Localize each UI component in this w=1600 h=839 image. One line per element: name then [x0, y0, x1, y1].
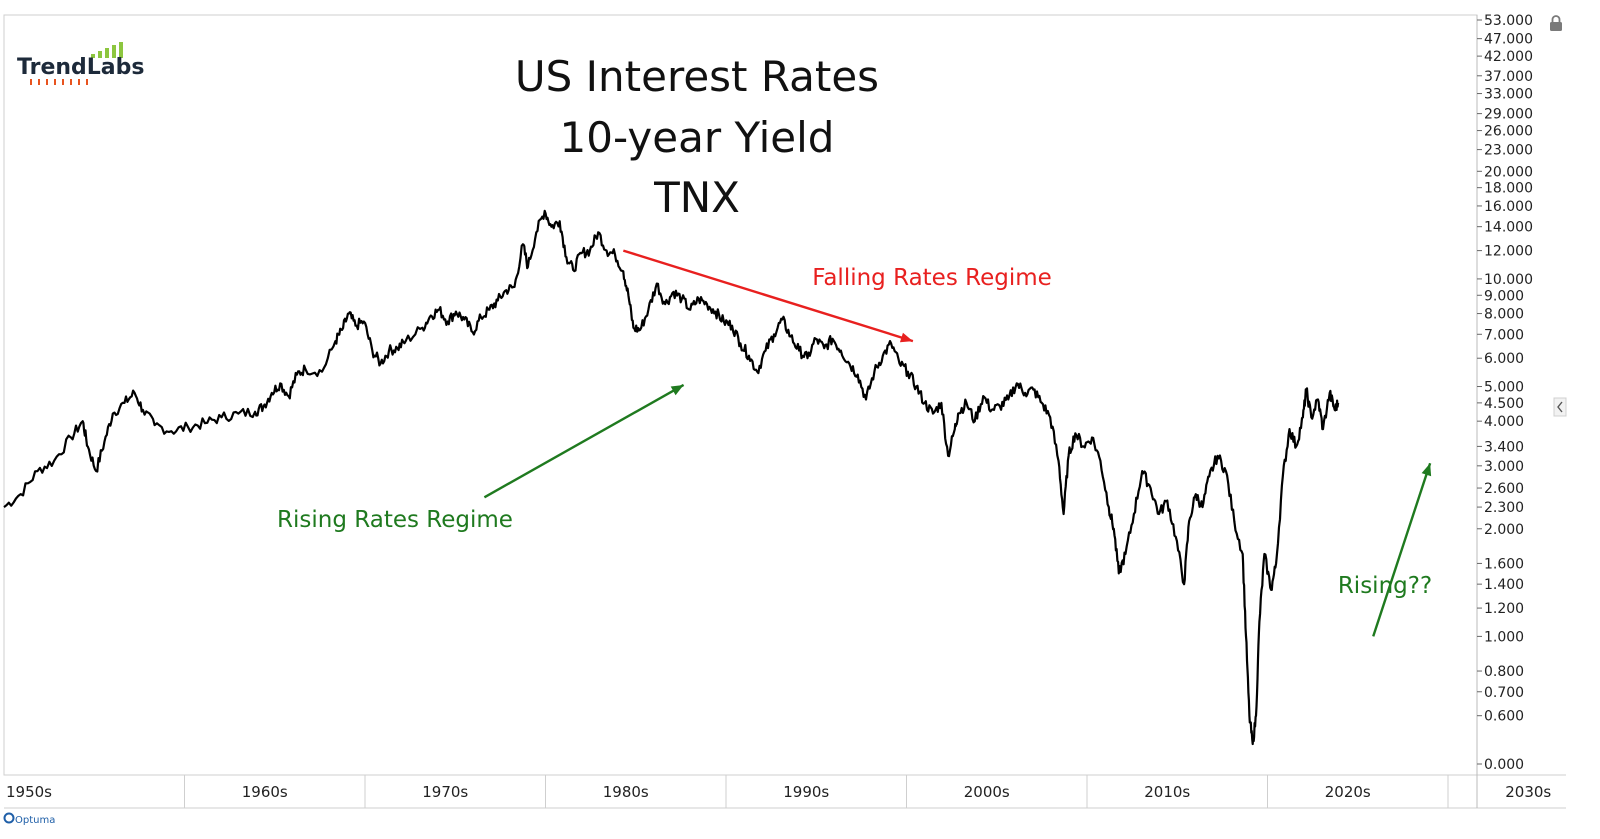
x-tick-label: 1950s — [6, 783, 52, 801]
y-tick-label: 0.600 — [1484, 709, 1524, 725]
y-tick-label: 0.700 — [1484, 685, 1524, 701]
y-tick-label: 3.400 — [1484, 439, 1524, 455]
y-tick-label: 3.000 — [1484, 459, 1524, 475]
annotation-label: Rising Rates Regime — [277, 507, 513, 533]
y-tick-label: 2.300 — [1484, 500, 1524, 516]
annotation-label: Falling Rates Regime — [812, 265, 1052, 291]
annotation-arrow — [622, 249, 914, 343]
y-tick-label: 33.000 — [1484, 87, 1533, 103]
y-tick-label: 1.600 — [1484, 556, 1524, 572]
y-tick-label: 2.600 — [1484, 481, 1524, 497]
y-tick-label: 26.000 — [1484, 124, 1533, 140]
y-tick-label: 0.000 — [1484, 757, 1524, 773]
x-tick-label: 1970s — [422, 783, 468, 801]
x-tick-label: 2000s — [964, 783, 1010, 801]
y-tick-label: 7.000 — [1484, 327, 1524, 343]
y-tick-label: 4.500 — [1484, 396, 1524, 412]
y-tick-label: 2.000 — [1484, 522, 1524, 538]
y-tick-label: 8.000 — [1484, 307, 1524, 323]
lock-icon[interactable] — [1550, 15, 1562, 31]
trendlabs-bars-icon — [30, 42, 123, 85]
y-tick-label: 42.000 — [1484, 49, 1533, 65]
y-tick-label: 14.000 — [1484, 220, 1533, 236]
y-tick-label: 0.800 — [1484, 664, 1524, 680]
y-tick-label: 47.000 — [1484, 32, 1533, 48]
y-tick-label: 53.000 — [1484, 13, 1533, 29]
optuma-logo-icon — [3, 812, 15, 824]
x-tick-label: 1960s — [242, 783, 288, 801]
y-tick-label: 1.000 — [1484, 629, 1524, 645]
y-tick-label: 20.000 — [1484, 164, 1533, 180]
y-tick-label: 10.000 — [1484, 272, 1533, 288]
chart-title-line-3: TNX — [653, 173, 740, 222]
chart-title-line-1: US Interest Rates — [515, 52, 879, 101]
y-tick-label: 1.400 — [1484, 577, 1524, 593]
optuma-brand: Optuma — [15, 815, 55, 826]
y-tick-label: 12.000 — [1484, 244, 1533, 260]
y-tick-label: 23.000 — [1484, 143, 1533, 159]
logo-text: TrendLabs — [17, 55, 144, 80]
x-tick-label: 2020s — [1325, 783, 1371, 801]
chart-title-line-2: 10-year Yield — [560, 113, 835, 162]
trendlabs-logo: TrendLabs — [17, 42, 144, 85]
y-tick-label: 37.000 — [1484, 69, 1533, 85]
x-tick-label: 1980s — [603, 783, 649, 801]
annotation-label: Rising?? — [1338, 573, 1432, 599]
y-tick-label: 16.000 — [1484, 199, 1533, 215]
y-tick-label: 1.200 — [1484, 601, 1524, 617]
annotation-arrow — [1372, 462, 1432, 637]
y-tick-label: 9.000 — [1484, 288, 1524, 304]
y-tick-label: 6.000 — [1484, 351, 1524, 367]
y-tick-label: 18.000 — [1484, 181, 1533, 197]
y-tick-label: 4.000 — [1484, 414, 1524, 430]
x-tick-label: 1990s — [783, 783, 829, 801]
chevron-left-icon[interactable] — [1553, 397, 1567, 417]
x-axis-ticks: 1950s 1960s 1970s 1980s 1990s 2000s 2010s 2020s… — [6, 775, 1551, 808]
y-tick-label: 29.000 — [1484, 107, 1533, 123]
x-tick-label: 2030s — [1505, 783, 1551, 801]
annotations: Falling Rates Regime Rising Rates Regime R… — [277, 249, 1432, 637]
series-line-tnx — [3, 209, 1340, 746]
y-tick-label: 5.000 — [1484, 380, 1524, 396]
annotation-arrow — [483, 383, 685, 499]
x-tick-label: 2010s — [1144, 783, 1190, 801]
